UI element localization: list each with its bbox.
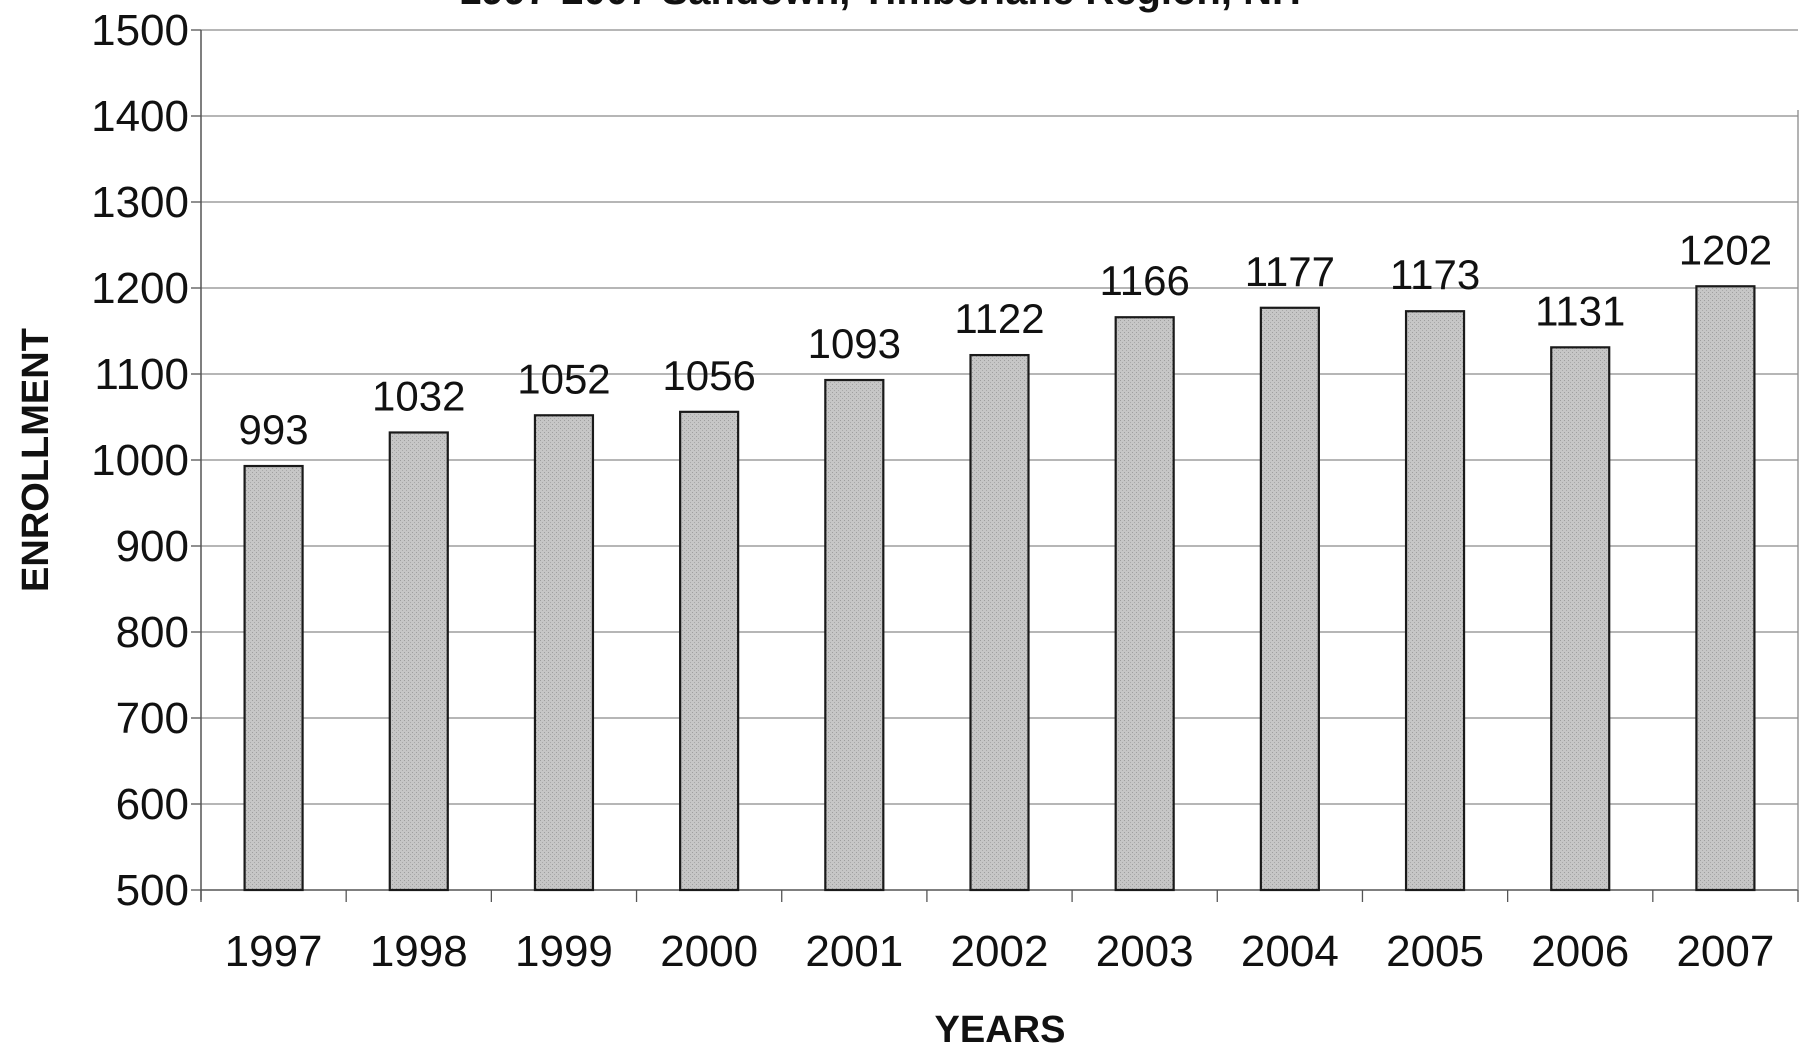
data-label-2002: 1122: [954, 295, 1044, 342]
data-label-1999: 1052: [517, 355, 610, 402]
chart-title: 1997-2007 Sandown, Timberlane Region, NH: [459, 0, 1301, 13]
data-labels: 993 1032 1052 1056 1093 1122 1166 1177 1173 1131 1…: [239, 226, 1773, 453]
data-label-2006: 1131: [1535, 287, 1625, 334]
data-label-2004: 1177: [1245, 248, 1335, 295]
y-tick-label-1200: 1200: [91, 264, 189, 313]
bar-1998: [388, 431, 449, 892]
y-tick-label-1000: 1000: [91, 436, 189, 485]
x-tick-label-2002: 2002: [951, 927, 1049, 976]
data-label-2003: 1166: [1100, 257, 1190, 304]
x-tick-label-2004: 2004: [1241, 927, 1339, 976]
bar-2000: [679, 410, 740, 892]
y-tick-label-1400: 1400: [91, 92, 189, 141]
y-axis-title: ENROLLMENT: [15, 328, 57, 592]
x-tick-label-2000: 2000: [660, 927, 758, 976]
bars: [243, 285, 1756, 892]
data-label-2007: 1202: [1679, 226, 1772, 273]
bar-2004: [1259, 306, 1320, 892]
x-tick-label-1997: 1997: [225, 927, 323, 976]
bar-2006: [1550, 346, 1611, 892]
y-tick-labels: 500 600 700 800 900 1000 1100 1200 1300 1400 1500: [91, 6, 189, 915]
x-tick-label-1999: 1999: [515, 927, 613, 976]
x-tick-label-2005: 2005: [1386, 927, 1484, 976]
data-label-2001: 1093: [808, 320, 901, 367]
x-tick-label-2001: 2001: [805, 927, 903, 976]
data-label-1997: 993: [239, 406, 309, 453]
x-tick-label-2007: 2007: [1676, 927, 1774, 976]
data-label-2005: 1173: [1390, 251, 1480, 298]
y-tick-label-800: 800: [116, 608, 189, 657]
bar-2007: [1695, 285, 1756, 892]
bar-1997: [243, 464, 304, 892]
bar-2002: [969, 353, 1030, 892]
y-tick-label-900: 900: [116, 522, 189, 571]
bar-2005: [1404, 310, 1466, 892]
x-tick-label-2003: 2003: [1096, 927, 1194, 976]
data-label-2000: 1056: [662, 352, 755, 399]
bar-2001: [824, 378, 885, 892]
y-tick-label-1100: 1100: [94, 350, 189, 399]
y-tick-label-600: 600: [116, 780, 189, 829]
y-tick-label-1500: 1500: [91, 6, 189, 55]
data-label-1998: 1032: [372, 372, 465, 419]
x-axis-title: YEARS: [935, 1009, 1066, 1049]
x-tick-label-2006: 2006: [1531, 927, 1629, 976]
bar-1999: [533, 414, 595, 892]
y-tick-label-700: 700: [116, 694, 189, 743]
x-tick-label-1998: 1998: [370, 927, 468, 976]
axes: [191, 29, 1799, 902]
y-tick-label-500: 500: [116, 866, 189, 915]
bar-2003: [1114, 316, 1175, 892]
x-tick-labels: 1997 1998 1999 2000 2001 2002 2003 2004 2005 2006…: [225, 927, 1775, 976]
y-tick-label-1300: 1300: [91, 178, 189, 227]
